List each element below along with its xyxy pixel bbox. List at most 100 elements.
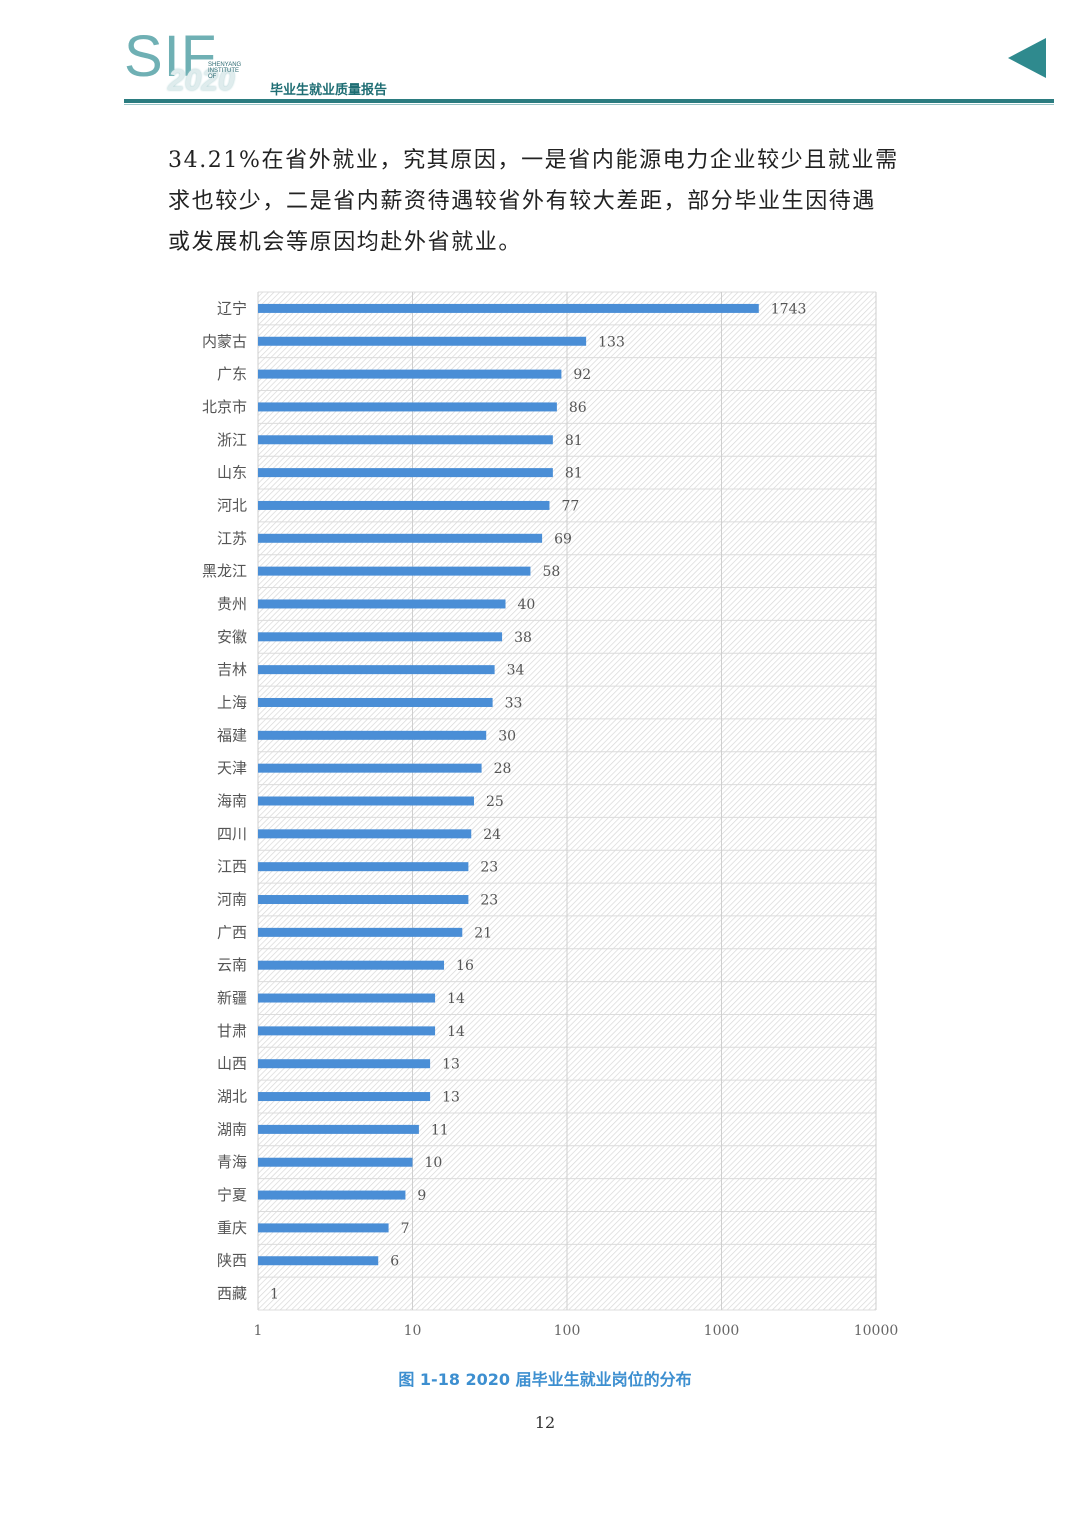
bar xyxy=(258,1026,436,1036)
bar xyxy=(258,796,474,806)
body-line: 或发展机会等原因均赴外省就业。 xyxy=(168,230,523,255)
data-label: 77 xyxy=(561,498,579,514)
data-label: 30 xyxy=(498,728,516,744)
bar xyxy=(258,500,550,510)
category-label: 甘肃 xyxy=(217,1022,247,1040)
figure-caption: 图 1-18 2020 届毕业生就业岗位的分布 xyxy=(398,1370,692,1389)
category-label: 陕西 xyxy=(217,1252,247,1270)
x-tick-label: 100 xyxy=(554,1323,581,1339)
logo-year: 2020 xyxy=(168,64,235,97)
data-label: 9 xyxy=(417,1188,426,1204)
bar xyxy=(258,402,557,412)
data-label: 1743 xyxy=(771,301,807,317)
bar xyxy=(258,1124,419,1134)
data-label: 13 xyxy=(442,1057,460,1073)
data-label: 28 xyxy=(494,761,512,777)
body-line: 34.21%在省外就业，究其原因，一是省内能源电力企业较少且就业需 xyxy=(168,148,899,173)
category-label: 四川 xyxy=(217,825,247,843)
category-label: 河北 xyxy=(217,496,247,514)
bar xyxy=(258,697,493,707)
category-label: 山西 xyxy=(217,1055,247,1073)
bar xyxy=(258,303,759,313)
bar xyxy=(258,336,587,346)
x-tick-label: 1 xyxy=(254,1323,263,1339)
category-label: 北京市 xyxy=(202,398,247,416)
category-label: 吉林 xyxy=(217,661,247,679)
category-label: 山东 xyxy=(217,464,247,482)
data-label: 23 xyxy=(480,893,498,909)
data-label: 13 xyxy=(442,1090,460,1106)
data-label: 11 xyxy=(431,1122,449,1138)
bar xyxy=(258,829,472,839)
data-label: 16 xyxy=(456,958,474,974)
bar xyxy=(258,1157,413,1167)
bar xyxy=(258,533,543,543)
page-number: 12 xyxy=(534,1413,556,1432)
bar xyxy=(258,566,531,576)
category-label: 青海 xyxy=(217,1153,247,1171)
bar xyxy=(258,665,495,675)
bar xyxy=(258,369,562,379)
bar xyxy=(258,862,469,872)
category-label: 新疆 xyxy=(217,989,247,1007)
data-label: 10 xyxy=(425,1155,443,1171)
data-label: 69 xyxy=(554,531,572,547)
x-tick-label: 1000 xyxy=(704,1323,740,1339)
category-label: 贵州 xyxy=(217,595,247,613)
bar xyxy=(258,1190,406,1200)
category-label: 广西 xyxy=(217,923,247,941)
data-label: 25 xyxy=(486,794,504,810)
category-label: 海南 xyxy=(217,792,247,810)
data-label: 1 xyxy=(270,1287,279,1303)
x-tick-label: 10000 xyxy=(854,1323,899,1339)
data-label: 24 xyxy=(483,827,501,843)
bar xyxy=(258,730,487,740)
bar xyxy=(258,1092,431,1102)
data-label: 40 xyxy=(518,597,536,613)
data-label: 23 xyxy=(480,860,498,876)
data-label: 14 xyxy=(447,1024,465,1040)
bar xyxy=(258,763,482,773)
data-label: 81 xyxy=(565,466,583,482)
bar xyxy=(258,895,469,905)
data-label: 33 xyxy=(505,695,523,711)
bar xyxy=(258,1059,431,1069)
category-label: 江苏 xyxy=(217,529,247,547)
bar xyxy=(258,1256,379,1266)
category-label: 重庆 xyxy=(217,1219,247,1237)
bar xyxy=(258,468,553,478)
logo-subtext: SHENYANG INSTITUTE OF xyxy=(208,62,242,80)
bar xyxy=(258,960,445,970)
category-label: 云南 xyxy=(217,956,247,974)
data-label: 6 xyxy=(390,1254,399,1270)
category-label: 安徽 xyxy=(217,628,247,646)
page-header: SIF 2020 SHENYANG INSTITUTE OF 毕业生就业质量报告 xyxy=(0,0,1080,110)
category-label: 湖北 xyxy=(217,1088,247,1106)
bar xyxy=(258,927,463,937)
data-label: 14 xyxy=(447,991,465,1007)
category-label: 江西 xyxy=(217,858,247,876)
data-label: 38 xyxy=(514,630,532,646)
report-title: 毕业生就业质量报告 xyxy=(270,83,388,98)
category-label: 福建 xyxy=(217,726,247,744)
back-arrow-icon[interactable] xyxy=(1006,36,1048,80)
category-label: 内蒙古 xyxy=(202,332,247,350)
bars xyxy=(258,303,759,1266)
data-label: 58 xyxy=(542,564,560,580)
bar xyxy=(258,1223,389,1233)
category-label: 宁夏 xyxy=(217,1186,247,1204)
data-label: 86 xyxy=(569,400,587,416)
body-line: 求也较少，二是省内薪资待遇较省外有较大差距，部分毕业生因待遇 xyxy=(168,189,877,214)
category-label: 浙江 xyxy=(217,431,247,449)
grid xyxy=(257,291,877,1311)
data-label: 7 xyxy=(401,1221,410,1237)
category-label: 黑龙江 xyxy=(202,562,247,580)
body-paragraph: 34.21%在省外就业，究其原因，一是省内能源电力企业较少且就业需 求也较少，二… xyxy=(168,140,928,263)
category-label: 辽宁 xyxy=(217,299,247,317)
category-label: 天津 xyxy=(217,759,247,777)
data-label: 133 xyxy=(598,334,625,350)
sif-logo: SIF xyxy=(124,24,218,89)
bar xyxy=(258,599,506,609)
